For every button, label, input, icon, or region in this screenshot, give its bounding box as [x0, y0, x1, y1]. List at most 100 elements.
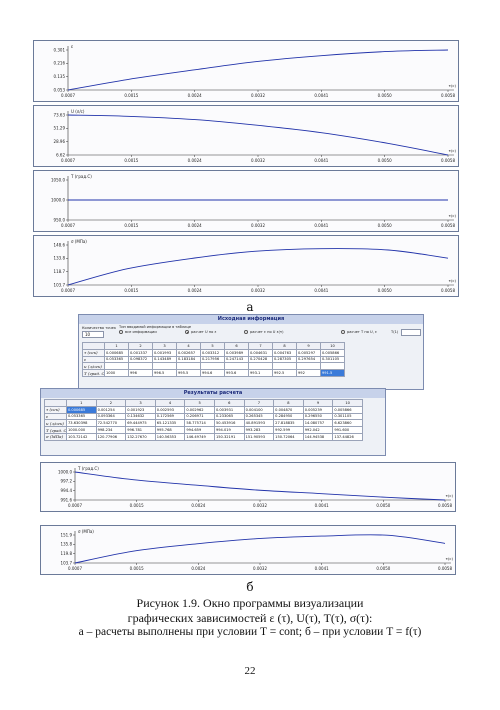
result-table-cell[interactable]: 50.453916	[213, 419, 245, 428]
result-table-cell[interactable]: 69.444975	[125, 419, 156, 428]
result-table-cell[interactable]: 998.234	[95, 426, 127, 434]
input-table-cell[interactable]: 993.6	[224, 369, 249, 377]
input-table-cell[interactable]: 996	[128, 369, 153, 377]
result-table-cell[interactable]: 0.001254	[95, 405, 127, 414]
input-table-cell[interactable]: 0.217956	[200, 355, 225, 364]
result-table-cell[interactable]: 150.32191	[213, 432, 245, 441]
result-table-cell[interactable]: 0.053365	[66, 412, 97, 421]
option-t-radio[interactable]	[341, 330, 345, 334]
result-table-cell[interactable]: 0.002962	[184, 405, 215, 414]
result-table-cell[interactable]: 6.623860	[332, 419, 363, 428]
input-table-cell[interactable]: 996.5	[152, 369, 177, 377]
result-table-cell[interactable]: 151.90593	[243, 432, 275, 441]
result-table-cell[interactable]: 137.44826	[332, 432, 363, 441]
result-table-cell[interactable]: 992.042	[302, 426, 334, 434]
input-table-cell[interactable]: 0.001993	[152, 348, 177, 357]
input-table-cell[interactable]: 994.6	[200, 369, 225, 377]
input-table-cell[interactable]	[152, 362, 177, 371]
input-table-cell[interactable]: 0.000685	[104, 348, 129, 357]
input-table-cell[interactable]	[296, 362, 321, 371]
result-table-cell[interactable]: 140.56353	[154, 432, 186, 441]
result-table-cell[interactable]: 40.891593	[243, 419, 275, 428]
input-table-cell[interactable]: 0.287305	[272, 355, 297, 364]
result-table-cell[interactable]: 0.002593	[154, 405, 186, 414]
result-table-cell[interactable]: 0.206971	[184, 412, 215, 421]
result-table-cell[interactable]: 120.77906	[95, 432, 127, 441]
input-table-cell[interactable]	[104, 362, 129, 371]
input-table-cell[interactable]	[128, 362, 153, 371]
input-table-cell[interactable]	[176, 362, 201, 371]
result-table-cell[interactable]: 0.265345	[243, 412, 275, 421]
result-table-cell[interactable]: 0.003931	[213, 405, 245, 414]
result-table-cell[interactable]: 132.27670	[125, 432, 156, 441]
option-u-by-eps-radio[interactable]	[185, 330, 189, 334]
result-table-cell[interactable]: 0.000685	[66, 405, 97, 414]
result-table-cell[interactable]: 0.233065	[213, 412, 245, 421]
input-table-cell[interactable]: 993.1	[248, 369, 273, 377]
result-table-cell[interactable]: 991.600	[332, 426, 363, 434]
result-table-cell[interactable]: 0.004870	[273, 405, 304, 414]
result-table-cell[interactable]: 0.005866	[332, 405, 363, 414]
result-table-cell[interactable]: 1000.000	[66, 426, 97, 434]
option-all-radio[interactable]	[119, 330, 123, 334]
input-table-cell[interactable]: 0.143489	[152, 355, 177, 364]
input-table-cell[interactable]: 0.098372	[128, 355, 153, 364]
result-table-cell[interactable]: 103.72142	[66, 432, 97, 441]
input-table-cell[interactable]: 992.5	[272, 369, 297, 377]
input-table-cell[interactable]: 0.053365	[104, 355, 129, 364]
input-table-cell[interactable]: 0.002657	[176, 348, 201, 357]
input-table-cell[interactable]: 0.183184	[176, 355, 201, 364]
result-table-column-header: 10	[332, 399, 363, 407]
input-table-cell[interactable]: 0.301105	[320, 355, 345, 364]
result-table-cell[interactable]: 58.775714	[184, 419, 215, 428]
x-tick-label: 0.0041	[314, 288, 328, 293]
result-table-cell[interactable]: 73.630398	[66, 419, 97, 428]
input-table-cell[interactable]: 995.5	[176, 369, 201, 377]
count-input[interactable]: 10	[82, 331, 104, 338]
input-table-cell[interactable]: 0.003312	[200, 348, 225, 357]
result-table-cell[interactable]: 144.94538	[302, 432, 334, 441]
input-table-cell[interactable]: 0.004631	[248, 348, 273, 357]
input-table-cell[interactable]: 0.270428	[248, 355, 273, 364]
result-table-cell[interactable]: 146.49749	[184, 432, 215, 441]
input-table-cell[interactable]: 0.001337	[128, 348, 153, 357]
input-table-cell[interactable]	[272, 362, 297, 371]
result-table-cell[interactable]: 27.818835	[273, 419, 304, 428]
result-table-cell[interactable]: 0.001923	[125, 405, 156, 414]
result-table-cell[interactable]: 0.005239	[302, 405, 334, 414]
input-table-cell[interactable]: 992	[296, 369, 321, 377]
input-table-cell[interactable]: 0.003989	[224, 348, 249, 357]
option-eps-by-u-radio[interactable]	[244, 330, 248, 334]
result-table-cell[interactable]: 0.134632	[125, 412, 156, 421]
input-table-cell[interactable]	[248, 362, 273, 371]
result-table-cell[interactable]: 65.121335	[154, 419, 186, 428]
input-table-cell[interactable]	[320, 362, 345, 371]
result-table-cell[interactable]: 993.283	[243, 426, 275, 434]
result-table-cell[interactable]: 994.659	[184, 426, 215, 434]
result-table-cell[interactable]: 0.004100	[243, 405, 275, 414]
result-table-cell[interactable]: 994.019	[213, 426, 245, 434]
result-table-cell[interactable]: 992.599	[273, 426, 304, 434]
result-table-cell[interactable]: 14.080757	[302, 419, 334, 428]
t-input[interactable]	[401, 329, 421, 336]
result-table-cell[interactable]: 0.172569	[154, 412, 186, 421]
result-table-cell[interactable]: 0.284950	[273, 412, 304, 421]
result-table-cell[interactable]: 72.542770	[95, 419, 127, 428]
input-table-cell[interactable]: 0.004763	[272, 348, 297, 357]
result-table-cell[interactable]: 150.72064	[273, 432, 304, 441]
result-table-cell[interactable]: 0.093364	[95, 412, 127, 421]
input-table-cell[interactable]: 0.005866	[320, 348, 345, 357]
result-table-cell[interactable]: 0.301105	[332, 412, 363, 421]
result-table-cell[interactable]: 0.296550	[302, 412, 334, 421]
input-table-cell[interactable]: 0.005297	[296, 348, 321, 357]
result-table-cell[interactable]: 995.768	[154, 426, 186, 434]
input-table-cell[interactable]: 0.247143	[224, 355, 249, 364]
input-table-cell[interactable]	[200, 362, 225, 371]
x-tick-label: 0.0050	[378, 223, 392, 228]
input-table-cell[interactable]: 1000	[104, 369, 129, 377]
caption-line-3: а – расчеты выполнены при условии T = co…	[78, 626, 422, 638]
input-table-cell[interactable]: 991.5	[320, 369, 345, 377]
input-table-cell[interactable]: 0.297654	[296, 355, 321, 364]
result-table-cell[interactable]: 996.781	[125, 426, 156, 434]
input-table-cell[interactable]	[224, 362, 249, 371]
